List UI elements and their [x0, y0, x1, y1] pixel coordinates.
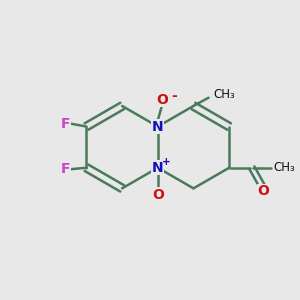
Text: CH₃: CH₃ [213, 88, 235, 101]
Text: F: F [61, 117, 71, 131]
Text: CH₃: CH₃ [274, 161, 296, 174]
Text: N: N [152, 120, 164, 134]
Text: O: O [257, 184, 269, 198]
Text: N: N [152, 161, 164, 175]
Text: -: - [171, 89, 177, 103]
Text: +: + [161, 157, 170, 166]
Text: O: O [156, 93, 168, 106]
Text: F: F [61, 162, 71, 176]
Text: O: O [152, 188, 164, 202]
